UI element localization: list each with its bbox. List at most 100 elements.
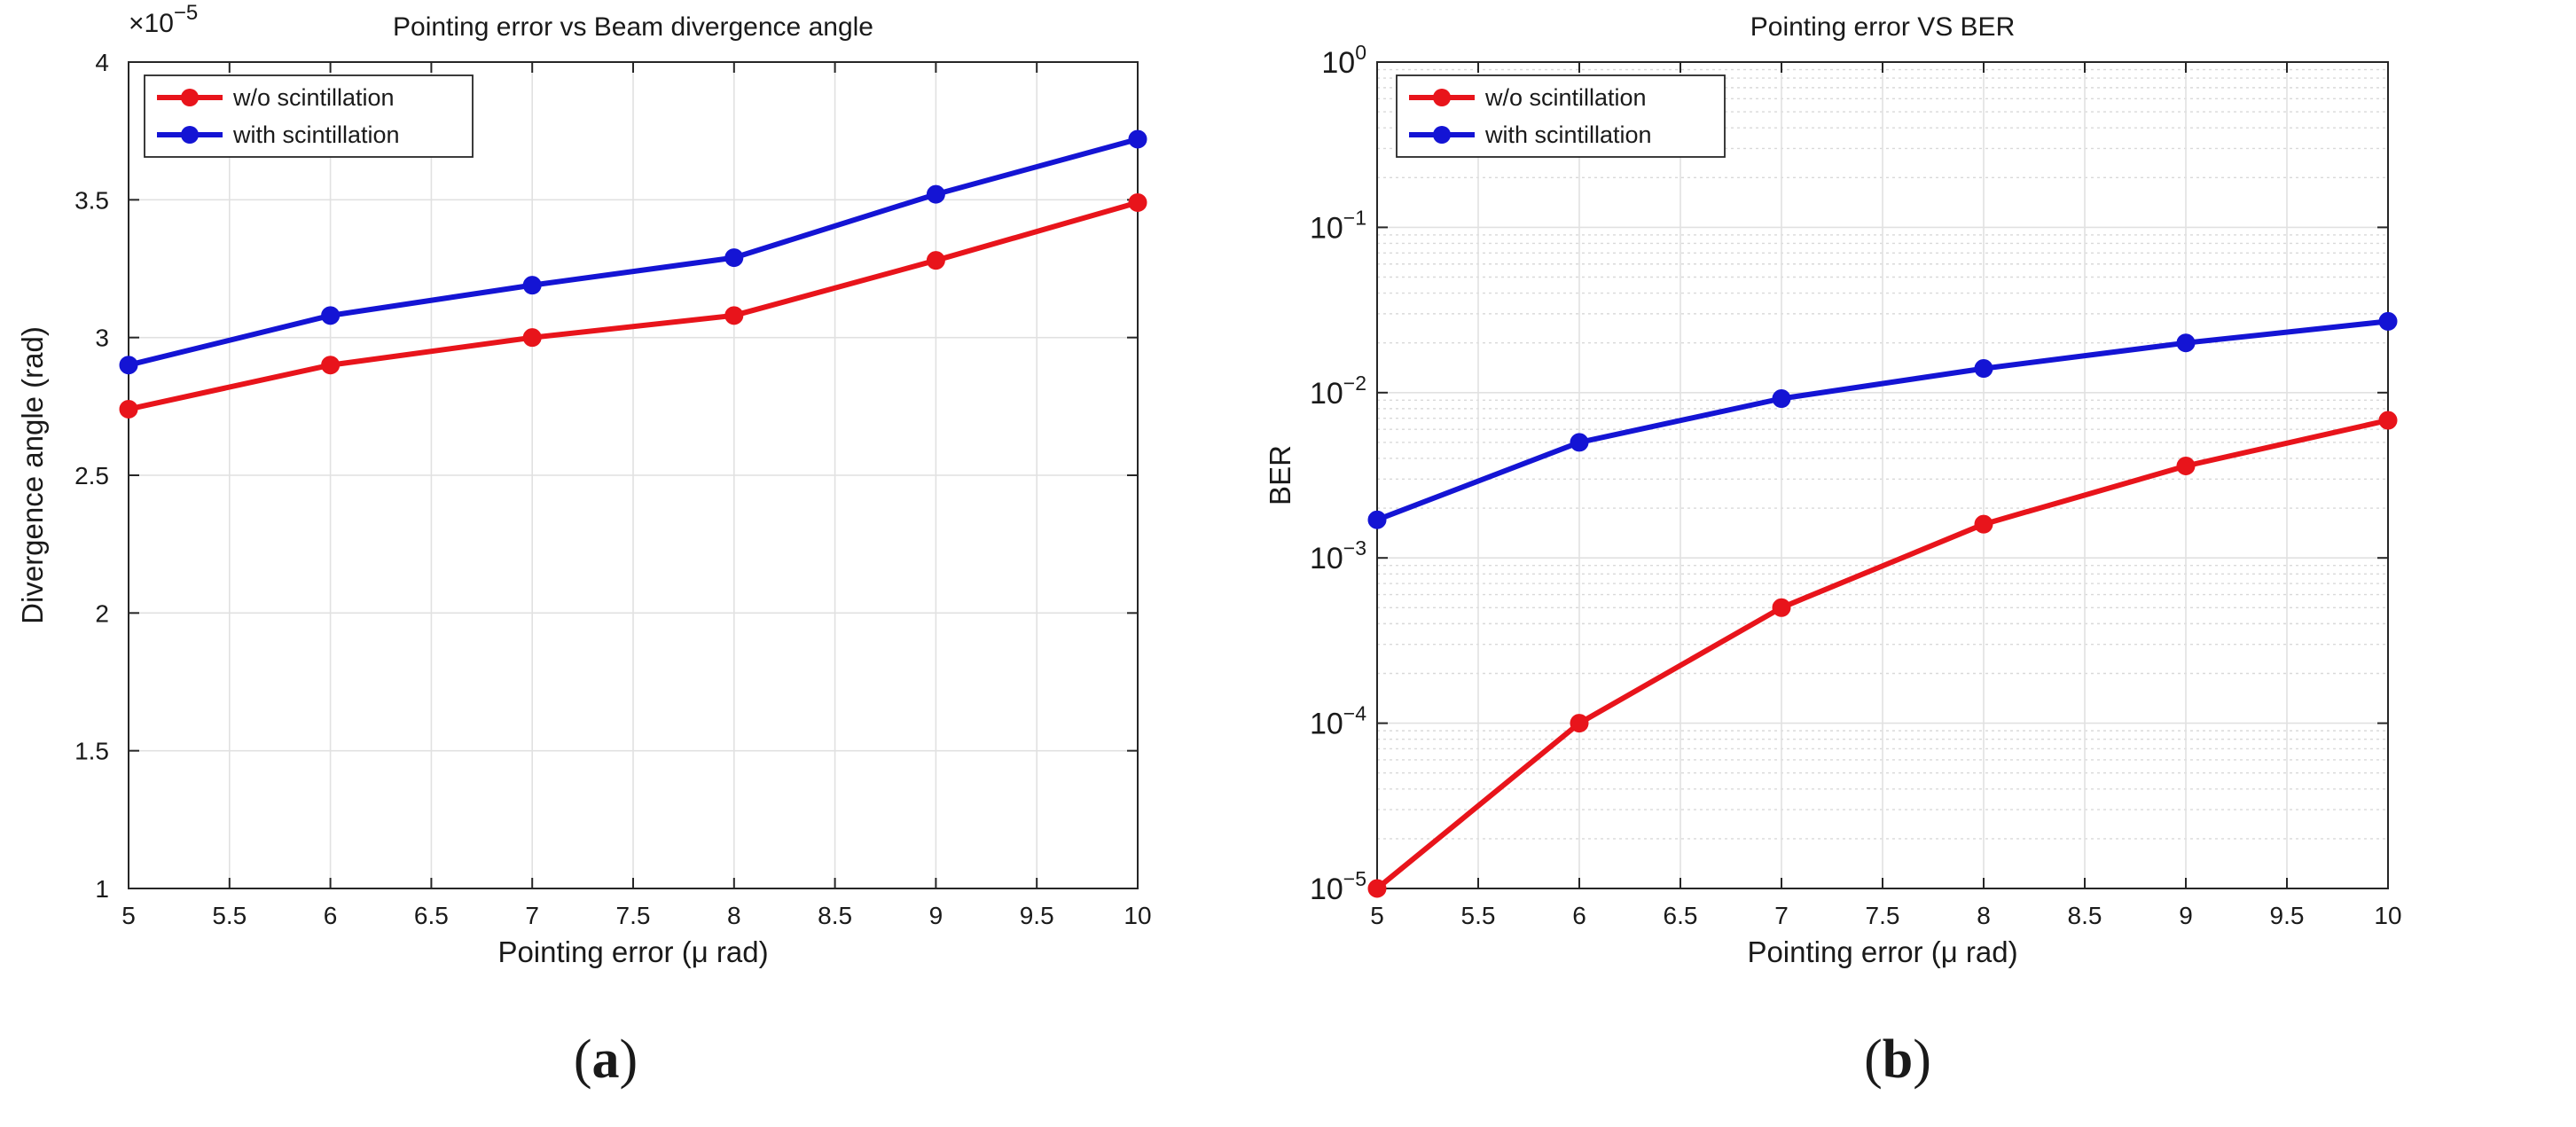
panel-label-open: (: [574, 1029, 592, 1090]
data-point-series-2: [1974, 359, 1993, 379]
x-tick-label: 7.5: [1866, 902, 1900, 929]
legend-label: w/o scintillation: [1484, 84, 1647, 111]
data-point-series-2: [2378, 311, 2398, 331]
data-point-series-1: [522, 328, 542, 348]
y-tick-label: 10−1: [1310, 206, 1366, 245]
data-point-series-1: [2176, 457, 2196, 476]
y-tick-base: 10: [1310, 542, 1343, 575]
y-tick-label: 1: [95, 875, 109, 903]
x-tick-label: 8.5: [2068, 902, 2102, 929]
y-tick-base: 10: [1310, 377, 1343, 411]
y-tick-label: 10−5: [1310, 867, 1366, 906]
y-axis-label: BER: [1264, 445, 1296, 505]
x-tick-label: 9: [929, 902, 943, 929]
legend-box: [144, 74, 474, 158]
legend-box: [1396, 74, 1726, 158]
y-tick-base: 10: [1310, 708, 1343, 741]
series-line-2: [126, 137, 1140, 368]
data-point-series-1: [1974, 514, 1993, 534]
legend-swatch-marker: [181, 89, 199, 106]
y-tick-label: 2: [95, 599, 109, 627]
x-tick-label: 8: [727, 902, 741, 929]
data-point-series-2: [724, 248, 744, 268]
panel-label-letter: b: [1883, 1029, 1913, 1090]
data-point-series-1: [2378, 411, 2398, 430]
y-tick-base: 10: [1321, 46, 1355, 80]
chart-b: 5 5.5 6 6.5 7 7.5 8 8.5 9 9.5 1010−510−410−310−210…: [1264, 12, 2402, 1090]
y-tick-label: 10−3: [1310, 536, 1366, 575]
data-point-series-1: [724, 306, 744, 325]
x-tick-label: 8: [1977, 902, 1991, 929]
y-tick-exponent: −2: [1343, 372, 1366, 395]
y-tick-exponent: −5: [1343, 867, 1366, 890]
chart-title: Pointing error VS BER: [1750, 12, 2015, 42]
chart-title: Pointing error vs Beam divergence angle: [393, 12, 873, 42]
y-tick-label: 4: [95, 49, 109, 76]
x-tick-label: 10: [1124, 902, 1151, 929]
y-tick-label: 1.5: [74, 738, 109, 765]
panel-label: (b): [1864, 1029, 1931, 1090]
x-tick-label: 10: [2374, 902, 2401, 929]
legend-label: w/o scintillation: [232, 84, 395, 111]
legend: w/o scintillation with scintillation: [144, 74, 474, 158]
x-tick-label: 9.5: [1020, 902, 1054, 929]
y-tick-label: 2.5: [74, 462, 109, 489]
data-point-series-2: [2176, 333, 2196, 353]
y-tick-label: 100: [1321, 41, 1366, 80]
x-tick-label: 6: [1572, 902, 1586, 929]
data-point-series-2: [1570, 433, 1589, 452]
y-axis-label: Divergence angle (rad): [16, 326, 49, 624]
x-tick-label: 9.5: [2270, 902, 2305, 929]
chart-a: 5 5.5 6 6.5 7 7.5 8 8.5 9 9.5 10 1 1.5 2 2.5 3 3.5 4 ×10−5…: [16, 1, 1152, 1090]
data-point-series-1: [321, 356, 341, 375]
y-tick-label: 3: [95, 325, 109, 352]
x-tick-label: 5: [121, 902, 136, 929]
data-point-series-1: [1367, 879, 1387, 898]
legend-swatch-marker: [181, 126, 199, 144]
x-axis-label: Pointing error (μ rad): [497, 935, 768, 968]
panel-label-close: ): [1913, 1029, 1931, 1090]
data-point-series-1: [926, 251, 945, 270]
y-tick-exponent: −1: [1343, 206, 1366, 229]
legend-swatch-marker: [1433, 126, 1451, 144]
legend-label: with scintillation: [232, 121, 400, 148]
y-axis-multiplier: ×10−5: [129, 1, 198, 38]
legend-swatch-marker: [1433, 89, 1451, 106]
y-tick-label: 3.5: [74, 186, 109, 214]
data-point-series-2: [321, 306, 341, 325]
y-multiplier-exponent: −5: [174, 1, 198, 25]
y-tick-base: 10: [1310, 873, 1343, 906]
panel-label-close: ): [620, 1029, 638, 1090]
series-line-2: [1374, 318, 2391, 523]
y-tick-exponent: 0: [1355, 41, 1366, 64]
x-axis-label: Pointing error (μ rad): [1747, 935, 2017, 968]
series-line-1: [126, 200, 1140, 412]
data-point-series-1: [119, 399, 138, 419]
x-tick-label: 6.5: [414, 902, 449, 929]
x-tick-label: 6: [324, 902, 338, 929]
x-tick-label: 9: [2179, 902, 2193, 929]
x-tick-label: 5.5: [1461, 902, 1496, 929]
series-line-1: [1374, 418, 2391, 891]
panel-label-letter: a: [592, 1029, 620, 1090]
x-tick-label: 7.5: [616, 902, 651, 929]
data-point-series-2: [926, 184, 945, 204]
panel-label-open: (: [1864, 1029, 1883, 1090]
x-tick-label: 5: [1370, 902, 1384, 929]
data-point-series-2: [1367, 510, 1387, 529]
y-multiplier-base: ×10: [129, 9, 174, 38]
y-tick-exponent: −4: [1343, 702, 1366, 725]
data-point-series-2: [522, 276, 542, 295]
x-tick-label: 6.5: [1664, 902, 1698, 929]
data-point-series-1: [1772, 598, 1791, 617]
data-point-series-2: [119, 356, 138, 375]
data-point-series-2: [1128, 129, 1147, 149]
legend-label: with scintillation: [1484, 121, 1652, 148]
y-tick-label: 10−4: [1310, 702, 1366, 741]
y-tick-exponent: −3: [1343, 536, 1366, 560]
x-tick-label: 8.5: [818, 902, 852, 929]
y-tick-label: 10−2: [1310, 372, 1366, 411]
x-tick-label: 7: [1774, 902, 1789, 929]
x-tick-label: 7: [525, 902, 539, 929]
